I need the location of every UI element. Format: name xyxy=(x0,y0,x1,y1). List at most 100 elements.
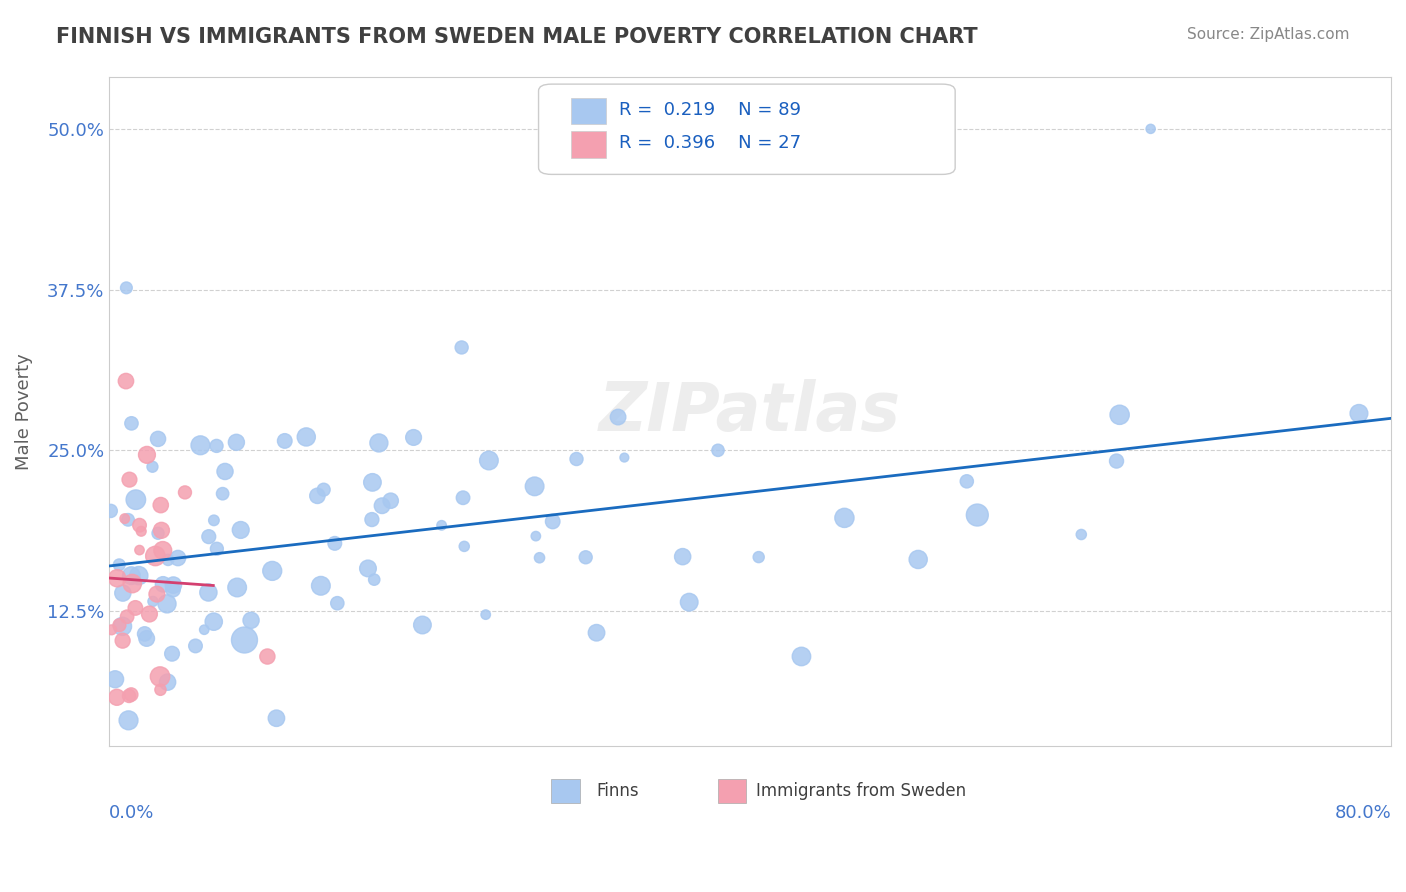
Point xyxy=(312,483,335,497)
Point xyxy=(430,518,453,533)
Text: ZIPatlas: ZIPatlas xyxy=(599,379,901,445)
Point xyxy=(162,578,184,592)
Point xyxy=(226,581,249,595)
Point xyxy=(956,475,979,489)
Point xyxy=(121,417,143,431)
Point xyxy=(108,558,131,572)
Point xyxy=(145,549,167,563)
Point xyxy=(100,623,122,637)
Point xyxy=(174,485,197,500)
Point xyxy=(326,596,349,610)
Point xyxy=(167,551,190,566)
Point xyxy=(120,688,142,702)
Point xyxy=(118,473,141,487)
Point xyxy=(565,452,588,467)
Point xyxy=(149,682,172,697)
Point xyxy=(105,690,128,705)
Point xyxy=(121,576,143,591)
Text: 80.0%: 80.0% xyxy=(1334,804,1391,822)
Point xyxy=(115,281,138,295)
Point xyxy=(202,615,225,629)
FancyBboxPatch shape xyxy=(718,780,747,803)
Point xyxy=(117,513,139,527)
Point xyxy=(541,515,564,529)
Point xyxy=(111,619,134,633)
Point xyxy=(128,568,150,582)
FancyBboxPatch shape xyxy=(571,131,606,158)
FancyBboxPatch shape xyxy=(538,84,955,175)
Point xyxy=(524,529,547,543)
Point xyxy=(149,498,172,512)
Point xyxy=(225,435,247,450)
Text: 0.0%: 0.0% xyxy=(110,804,155,822)
Point xyxy=(141,459,163,474)
FancyBboxPatch shape xyxy=(571,98,606,124)
Point xyxy=(117,714,139,728)
Point xyxy=(128,543,150,558)
Point xyxy=(146,587,169,601)
Point xyxy=(118,689,141,703)
Point xyxy=(149,669,172,683)
Text: Source: ZipAtlas.com: Source: ZipAtlas.com xyxy=(1187,27,1350,42)
Point xyxy=(575,550,598,565)
Point xyxy=(1108,408,1130,422)
Point xyxy=(197,530,219,544)
Point xyxy=(585,625,607,640)
Point xyxy=(152,577,174,591)
Point xyxy=(111,633,134,648)
Point xyxy=(672,549,695,564)
Point xyxy=(474,607,496,622)
Point xyxy=(450,341,472,355)
Point xyxy=(262,564,284,578)
Point xyxy=(707,443,730,458)
Point xyxy=(129,524,152,539)
Point xyxy=(152,543,174,558)
Point xyxy=(202,513,225,527)
Point xyxy=(274,434,297,448)
Text: R =  0.219    N = 89: R = 0.219 N = 89 xyxy=(619,101,801,119)
Point xyxy=(156,675,179,690)
Point xyxy=(120,568,142,582)
Point xyxy=(190,438,212,452)
Text: Finns: Finns xyxy=(596,782,638,800)
Point xyxy=(1105,454,1128,468)
Point xyxy=(124,601,146,615)
Point xyxy=(478,453,501,467)
Point xyxy=(100,504,122,518)
Point xyxy=(240,613,263,627)
Point xyxy=(162,582,184,597)
Point xyxy=(138,607,160,621)
Y-axis label: Male Poverty: Male Poverty xyxy=(15,353,32,470)
Point xyxy=(1348,406,1371,420)
Point xyxy=(266,711,288,725)
Point xyxy=(105,571,128,585)
Point xyxy=(114,511,136,525)
Point xyxy=(193,623,215,637)
Point xyxy=(115,374,138,388)
Point xyxy=(367,436,389,450)
Point xyxy=(115,609,138,624)
Point xyxy=(125,492,148,507)
Point xyxy=(1139,121,1161,136)
Point xyxy=(205,541,228,556)
Point xyxy=(135,632,157,646)
Point xyxy=(451,491,474,505)
Point xyxy=(453,540,475,554)
Point xyxy=(134,627,156,641)
Point xyxy=(907,552,929,566)
Point xyxy=(607,410,630,425)
Point xyxy=(323,536,346,550)
Point xyxy=(205,439,228,453)
Point xyxy=(380,493,402,508)
Point xyxy=(146,432,169,446)
Point xyxy=(233,632,256,647)
Point xyxy=(371,499,394,513)
Point xyxy=(295,430,318,444)
Point xyxy=(211,486,233,500)
Point xyxy=(834,511,856,525)
Point xyxy=(613,450,636,465)
Point xyxy=(111,586,134,600)
Text: FINNISH VS IMMIGRANTS FROM SWEDEN MALE POVERTY CORRELATION CHART: FINNISH VS IMMIGRANTS FROM SWEDEN MALE P… xyxy=(56,27,977,46)
Point xyxy=(361,475,384,490)
Point xyxy=(678,595,700,609)
